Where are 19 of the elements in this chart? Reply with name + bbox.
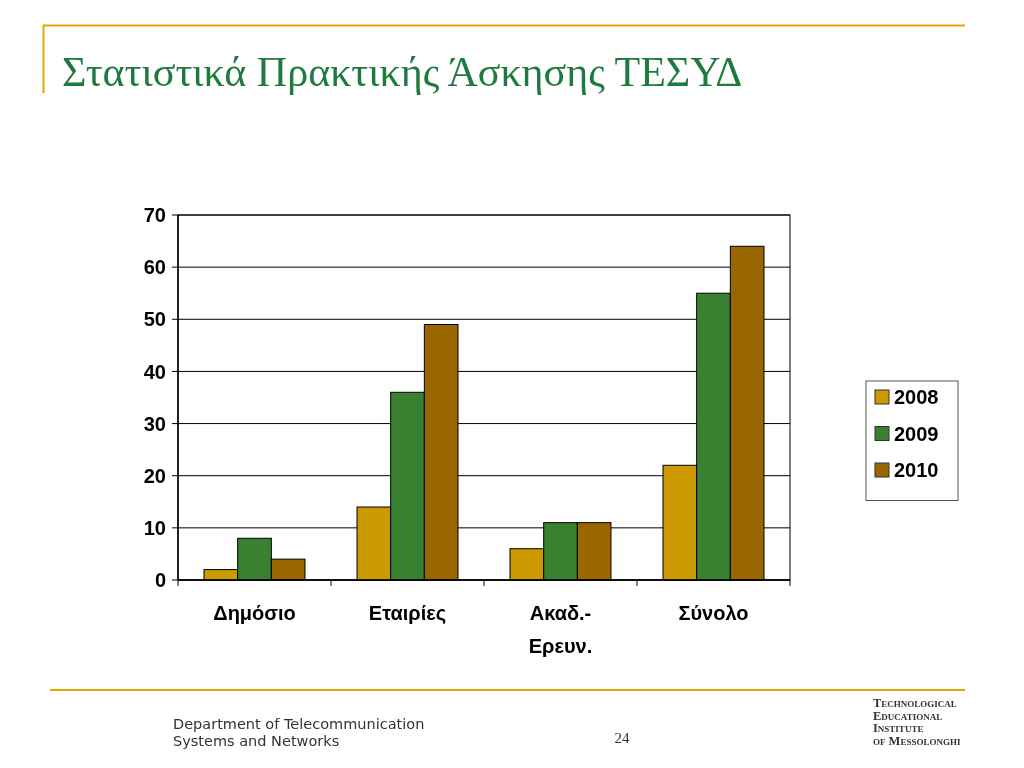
x-tick-label: Δημόσιο (213, 602, 296, 624)
x-tick-label: Εταιρίες (368, 602, 447, 624)
x-tick-label: Σύνολο (678, 602, 749, 624)
y-tick-label: 50 (143, 308, 166, 331)
text: Department of Telecommunication Systems and Networks (173, 716, 425, 749)
legend-label: 2010 (894, 459, 939, 482)
legend-label: 2009 (894, 422, 939, 445)
legend-label: 2008 (894, 386, 939, 409)
text: Technological Educational Institute of Messolonghi (873, 696, 961, 748)
text: 24 (614, 730, 630, 746)
y-tick-label: 60 (143, 256, 166, 279)
y-tick-label: 30 (143, 412, 166, 435)
y-tick-label: 70 (143, 204, 166, 227)
y-tick-label: 0 (154, 569, 166, 592)
chart-title: Στατιστικά Πρακτικής Άσκησης ΤΕΣΥΔ (62, 49, 743, 95)
y-tick-label: 10 (143, 517, 166, 540)
y-tick-label: 20 (143, 464, 166, 487)
y-tick-label: 40 (143, 360, 166, 383)
x-tick-label: Ακαδ.-Ερευν. (528, 602, 593, 657)
